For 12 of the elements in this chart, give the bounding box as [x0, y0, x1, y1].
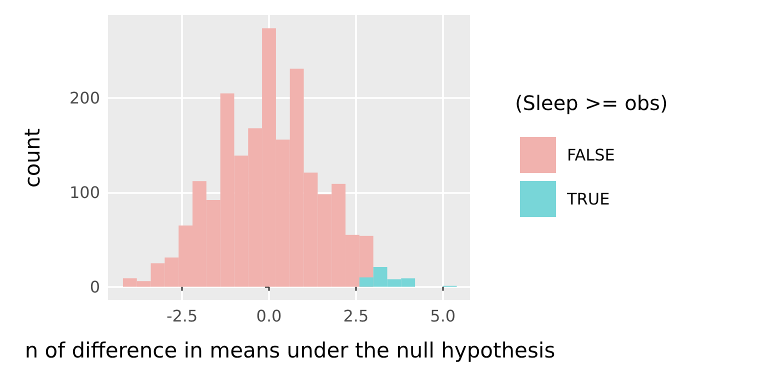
x-tick-label: 0.0: [256, 306, 282, 326]
legend-label: FALSE: [567, 146, 615, 164]
x-axis-title: n of difference in means under the null hypothesis: [24, 338, 556, 362]
y-tick-label: 100: [69, 182, 100, 202]
legend-title: (Sleep >= obs): [515, 91, 668, 115]
y-tick-label: 0: [90, 277, 100, 296]
x-tick-label: 5.0: [430, 306, 456, 326]
x-tick-label: 2.5: [343, 306, 369, 326]
legend-label: TRUE: [566, 190, 610, 208]
y-tick-label: 200: [69, 88, 100, 108]
x-tick-label: -2.5: [166, 306, 198, 326]
y-axis-title: count: [20, 128, 44, 188]
